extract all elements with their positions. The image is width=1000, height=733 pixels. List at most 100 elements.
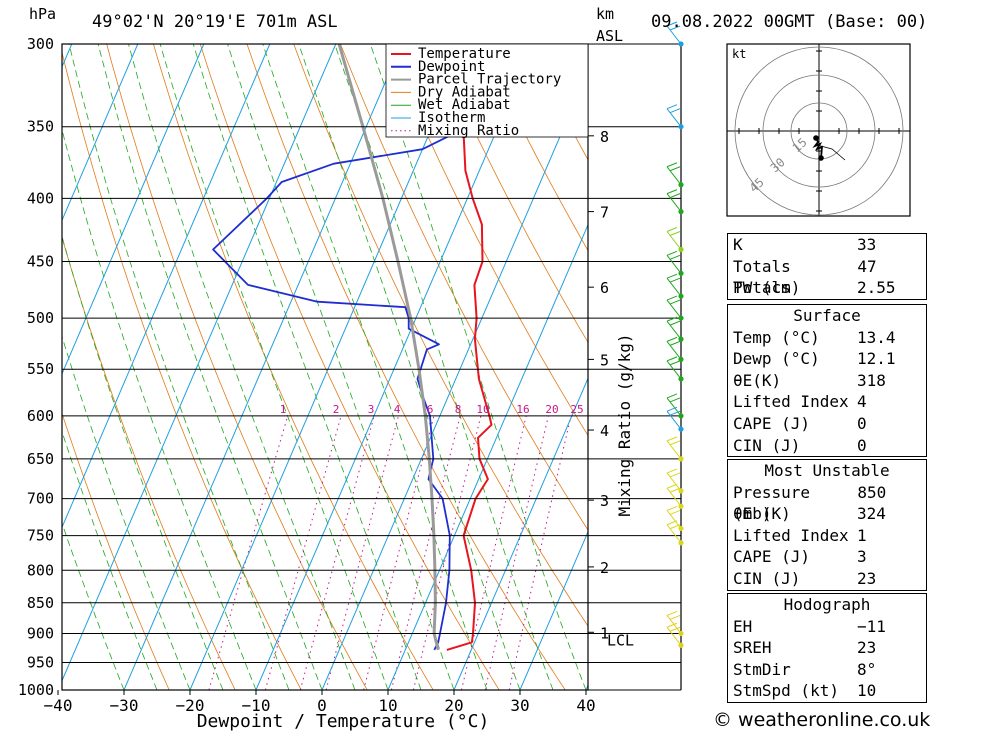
wind-barb [666,622,682,646]
mixing-ratio-label: 3 [368,403,375,416]
km-tick-label: 2 [600,559,609,577]
hodograph-ring [734,46,904,216]
lcl-label: LCL [607,631,634,649]
indices-panel: K 33 Totals Totals 47 PW (cm) 2.55 [727,233,927,300]
x-tick-label: −20 [176,696,205,715]
wet-adiabat [159,44,389,690]
legend-box [385,43,589,138]
km-tick-label: 1 [600,624,609,642]
isotherm [453,377,588,690]
pressure-tick-label: 1000 [18,681,54,699]
wind-barb [666,21,682,45]
x-tick-label: 20 [444,696,463,715]
pressure-tick-label: 900 [27,624,54,642]
mu-cin-value: 23 [857,568,877,588]
tt-label: Totals Totals [733,256,791,298]
wind-barb [666,436,682,460]
x-tick-label: 10 [378,696,397,715]
wind-barb [666,356,682,380]
wind-barb [666,189,682,212]
mu-thetae-label: θE (K) [733,504,791,524]
mixing-ratio-label: 4 [394,403,401,416]
mixing-ratio-label: 2 [333,403,340,416]
mixing-ratio-label: 8 [455,403,462,416]
wind-barb [666,483,682,507]
wet-adiabat [192,44,422,690]
surface-cin-value: 0 [857,435,867,455]
k-value: 33 [857,235,877,254]
surface-panel: Surface Temp (°C) 13.4 Dewp (°C) 12.1 θE(K… [727,304,927,458]
surface-cin-label: CIN (J) [733,435,801,455]
eh-value: −11 [857,616,886,636]
mixing-ratio-label: 10 [476,403,489,416]
dry-adiabat [106,44,368,690]
pressure-tick-label: 350 [27,118,54,136]
km-unit-label: km [596,5,615,23]
legend-entry: Isotherm [418,110,485,126]
surface-title: Surface [793,306,861,325]
copyright-footer[interactable]: © weatheronline.co.uk [713,709,931,731]
mixing-ratio-axis-title: Mixing Ratio (g/kg) [615,333,634,516]
mu-pressure-label: Pressure (mb) [733,482,811,524]
surface-li-value: 4 [857,392,867,412]
wind-profile [666,21,684,690]
eh-label: EH [733,616,753,636]
mu-li-value: 1 [857,525,867,545]
isotherm [0,44,6,690]
wind-barb [666,227,682,250]
wind-barb [666,406,682,430]
isotherm [519,530,588,690]
hodograph-point [818,155,824,161]
mu-li-label: Lifted Index [733,525,849,545]
mixing-ratio-label: 25 [570,403,583,416]
pressure-tick-label: 750 [27,527,54,545]
km-tick-label: 4 [600,422,609,440]
isotherm [62,44,337,682]
surface-temp-value: 13.4 [857,327,896,347]
dry-adiabat [62,412,170,690]
pressure-tick-label: 850 [27,594,54,612]
mixing-ratio-label: 6 [427,403,434,416]
surface-temp-label: Temp (°C) [733,327,820,347]
dry-adiabat [199,44,500,690]
wet-adiabat [97,44,323,690]
isotherm [62,44,205,375]
mixing-ratio-label: 20 [545,403,558,416]
series-dewpoint [212,44,491,651]
wet-adiabat [262,44,488,690]
k-label: K [733,235,743,254]
km-tick-label: 6 [600,279,609,297]
surface-li-label: Lifted Index [733,392,849,412]
wind-barb [666,468,682,492]
stmspd-value: 10 [857,681,877,701]
pressure-tick-label: 800 [27,561,54,579]
surface-dewp-value: 12.1 [857,349,896,369]
series-parcel-trajectory [337,44,440,651]
pressure-unit-label: hPa [29,5,57,23]
datetime-title: 09.08.2022 00GMT (Base: 00) [651,12,928,32]
pressure-tick-label: 650 [27,450,54,468]
mixing-ratio-line [508,415,572,690]
surface-dewp-label: Dewp (°C) [733,349,820,369]
mixing-ratio-line [363,415,435,690]
wind-barb [666,273,682,297]
dry-adiabat [480,44,588,252]
wind-barb [666,336,682,360]
dry-adiabat [153,44,434,690]
legend-entry: Dewpoint [418,59,485,75]
x-tick-label: 0 [317,696,327,715]
pw-label: PW (cm) [733,278,801,298]
stmdir-value: 8° [857,659,877,679]
mu-pressure-value: 850 [857,482,887,502]
x-tick-label: 30 [510,696,529,715]
x-tick-label: −40 [44,696,73,715]
isotherm [62,44,271,529]
dry-adiabat [246,44,566,690]
isotherm [189,44,469,690]
dry-adiabat [995,44,1000,690]
sreh-value: 23 [857,638,877,658]
dry-adiabat [386,44,588,437]
x-tick-label: −30 [110,696,139,715]
x-axis-title: Dewpoint / Temperature (°C) [197,711,490,732]
